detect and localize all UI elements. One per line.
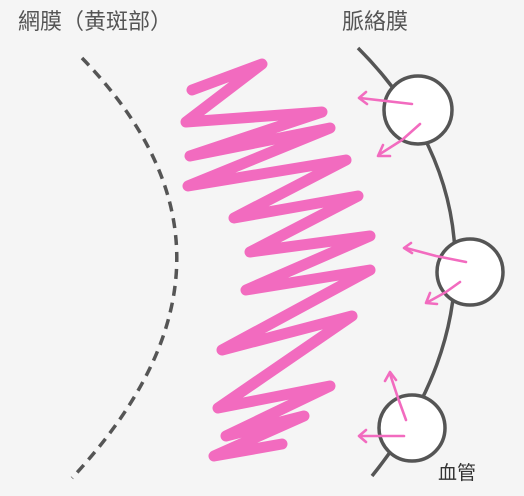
arrow-icon (402, 241, 468, 264)
arrow-icon (357, 428, 406, 444)
arrow-icon (376, 122, 422, 158)
arrow-icon (383, 370, 408, 422)
retina-dashed-curve (70, 56, 179, 480)
light-zigzag (180, 58, 376, 462)
vessel-label: 血管 (438, 462, 477, 484)
arrow-icon (357, 90, 414, 106)
choroid-label: 脈絡膜 (342, 10, 409, 35)
arrow-icon (424, 280, 462, 306)
vessel-circle (377, 393, 447, 463)
vessel-circle (435, 237, 505, 307)
vessel-circle (382, 74, 454, 146)
retina-label: 網膜（黄斑部） (18, 10, 173, 35)
